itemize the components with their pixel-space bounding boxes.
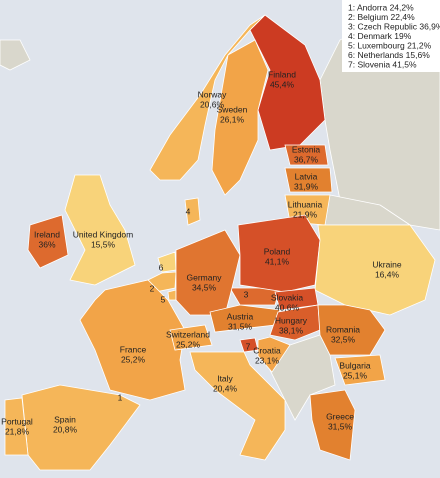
region bbox=[309, 389, 356, 461]
region bbox=[4, 397, 29, 456]
region-name: Italy bbox=[217, 373, 233, 383]
region-value: 20,6% bbox=[200, 99, 225, 109]
region-name: United Kingdom bbox=[73, 229, 133, 239]
region-value: 21,9% bbox=[293, 209, 318, 219]
legend-box bbox=[342, 0, 440, 72]
region bbox=[149, 14, 266, 181]
region-value: 31,9% bbox=[294, 181, 319, 191]
legend-entry: 7: Slovenia 41,5% bbox=[348, 59, 417, 69]
region bbox=[284, 167, 333, 193]
region-value: 41,1% bbox=[265, 256, 290, 266]
region-value: 23,1% bbox=[255, 355, 280, 365]
region bbox=[334, 354, 386, 386]
region-name: Romania bbox=[326, 324, 360, 334]
region-value: 25,2% bbox=[121, 354, 146, 364]
denmark bbox=[184, 197, 201, 226]
region-name: Portugal bbox=[1, 416, 33, 426]
region-name: Finland bbox=[268, 69, 296, 79]
region bbox=[189, 351, 286, 461]
region-name: Hungary bbox=[275, 315, 308, 325]
legend-entry: 6: Netherlands 15,6% bbox=[348, 50, 430, 60]
region-name: Ukraine bbox=[372, 259, 402, 269]
map-marker: 7 bbox=[246, 341, 251, 351]
region-value: 16,4% bbox=[375, 269, 400, 279]
region bbox=[237, 214, 321, 293]
region bbox=[314, 224, 436, 316]
map-marker: 4 bbox=[186, 206, 191, 216]
region-name: Switzerland bbox=[166, 329, 210, 339]
map-marker: 1 bbox=[118, 392, 123, 402]
legend-entry: 2: Belgium 22,4% bbox=[348, 12, 415, 22]
region-name: Greece bbox=[326, 411, 354, 421]
region bbox=[284, 144, 329, 166]
legend-entry: 1: Andorra 24,2% bbox=[348, 2, 414, 12]
legend-entry: 4: Denmark 19% bbox=[348, 31, 412, 41]
balkans bbox=[269, 334, 336, 421]
region-value: 20,8% bbox=[53, 424, 78, 434]
region-name: Austria bbox=[227, 311, 254, 321]
region-name: Lithuania bbox=[288, 199, 323, 209]
region bbox=[249, 14, 326, 151]
region-value: 36% bbox=[38, 239, 55, 249]
map-marker: 3 bbox=[244, 289, 249, 299]
legend: 1: Andorra 24,2%2: Belgium 22,4%3: Czech… bbox=[348, 2, 440, 69]
region-value: 45,4% bbox=[270, 79, 295, 89]
map-marker: 2 bbox=[150, 283, 155, 293]
region-value: 36,7% bbox=[294, 154, 319, 164]
map-marker: 5 bbox=[161, 294, 166, 304]
region-name: Germany bbox=[187, 272, 223, 282]
region bbox=[211, 39, 269, 196]
region-value: 25,1% bbox=[343, 370, 368, 380]
region-name: Croatia bbox=[253, 345, 281, 355]
region bbox=[27, 214, 69, 269]
region bbox=[21, 384, 141, 471]
region bbox=[64, 174, 136, 286]
region bbox=[317, 304, 386, 356]
region-value: 25,2% bbox=[176, 339, 201, 349]
region bbox=[257, 336, 291, 373]
region-value: 40,6% bbox=[275, 302, 300, 312]
region-name: France bbox=[120, 344, 147, 354]
region-value: 26,1% bbox=[220, 114, 245, 124]
region-name: Poland bbox=[264, 246, 291, 256]
region-value: 31,5% bbox=[228, 321, 253, 331]
region-name: Norway bbox=[198, 89, 228, 99]
region-name: Latvia bbox=[295, 171, 318, 181]
region-value: 21,8% bbox=[5, 426, 30, 436]
region-value: 38,1% bbox=[279, 325, 304, 335]
region-value: 32,5% bbox=[331, 334, 356, 344]
region-name: Spain bbox=[54, 414, 76, 424]
legend-entry: 5: Luxembourg 21,2% bbox=[348, 40, 432, 50]
region-name: Ireland bbox=[34, 229, 60, 239]
region-value: 20,4% bbox=[213, 383, 238, 393]
luxembourg bbox=[167, 289, 177, 301]
region bbox=[269, 304, 321, 341]
region-name: Estonia bbox=[292, 144, 321, 154]
region-name: Slovakia bbox=[271, 292, 303, 302]
region bbox=[79, 279, 186, 401]
region-value: 31,5% bbox=[328, 421, 353, 431]
regions bbox=[4, 14, 436, 471]
map-marker: 6 bbox=[159, 262, 164, 272]
region-value: 34,5% bbox=[192, 282, 217, 292]
iceland bbox=[0, 39, 31, 71]
region-value: 15,5% bbox=[91, 239, 116, 249]
region-name: Bulgaria bbox=[339, 360, 370, 370]
region bbox=[175, 229, 241, 316]
region bbox=[169, 324, 213, 351]
region-name: Sweden bbox=[217, 104, 248, 114]
legend-entry: 3: Czech Republic 36,9% bbox=[348, 21, 440, 31]
